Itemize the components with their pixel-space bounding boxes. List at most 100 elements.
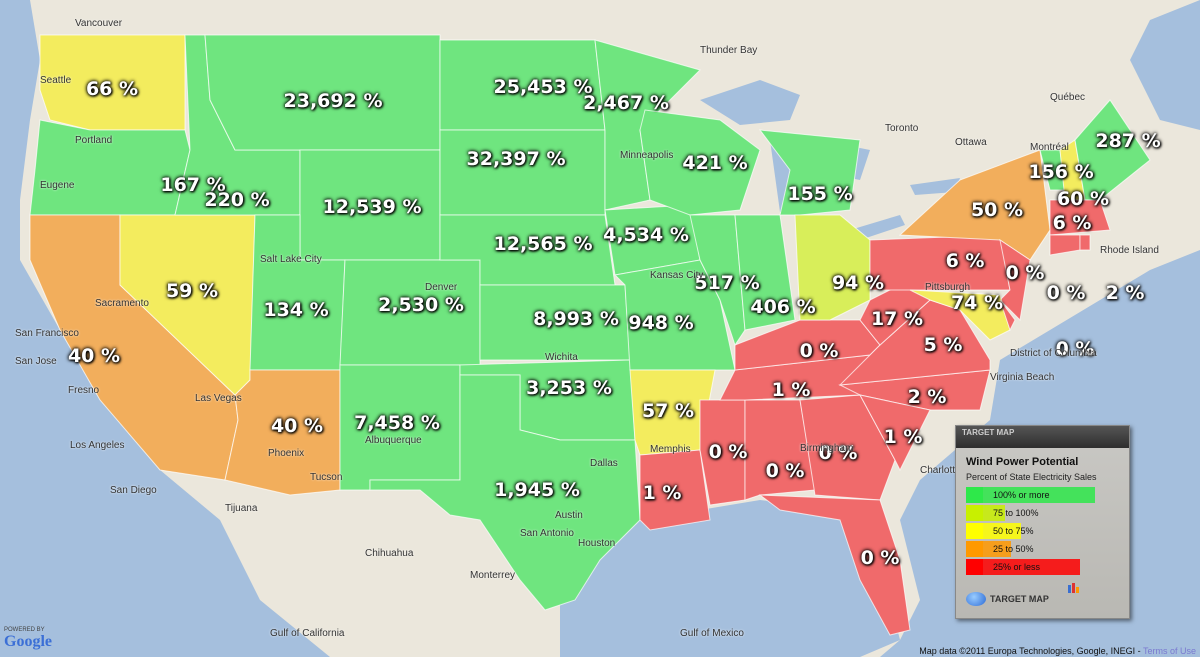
legend-bar [966,559,1080,575]
state-value-label[interactable]: 12,565 % [493,233,593,255]
legend-item[interactable]: 25% or less [966,558,1129,576]
state-value-label[interactable]: 2,467 % [583,92,669,114]
map-attribution: Map data ©2011 Europa Technologies, Goog… [919,646,1196,656]
state-value-label[interactable]: 0 % [1055,338,1095,360]
state-value-label[interactable]: 1 % [771,379,811,401]
state-value-label[interactable]: 4,534 % [603,224,689,246]
state-value-label[interactable]: 0 % [1005,262,1045,284]
state-region[interactable] [1079,234,1091,251]
gulf-of-mexico [560,500,900,657]
state-value-label[interactable]: 3,253 % [526,377,612,399]
state-value-label[interactable]: 59 % [165,280,219,302]
state-value-label[interactable]: 0 % [708,441,748,463]
legend-item[interactable]: 50 to 75% [966,522,1129,540]
state-value-label[interactable]: 0 % [1046,282,1086,304]
state-value-label[interactable]: 1,945 % [494,479,580,501]
state-value-label[interactable]: 220 % [204,189,270,211]
state-value-label[interactable]: 1 % [883,426,923,448]
lake-superior [700,80,800,125]
place-label: Charlotte [920,465,961,476]
state-value-label[interactable]: 57 % [641,400,695,422]
state-value-label[interactable]: 155 % [787,183,853,205]
state-region[interactable] [439,129,606,216]
place-label: Chihuahua [365,548,414,559]
state-region[interactable] [794,214,871,321]
legend-swatch [966,541,983,557]
bar-chart-icon[interactable] [1067,581,1079,593]
place-label: Ottawa [955,137,987,148]
state-value-label[interactable]: 23,692 % [283,90,383,112]
legend-label: 50 to 75% [993,526,1034,536]
place-label: Monterrey [470,570,516,581]
state-value-label[interactable]: 60 % [1056,188,1110,210]
place-label: Wichita [545,352,578,363]
gulf-of-st-lawrence [1130,0,1200,130]
state-value-label[interactable]: 25,453 % [493,76,593,98]
google-logo: Google [4,633,52,650]
legend-item[interactable]: 25 to 50% [966,540,1129,558]
state-value-label[interactable]: 0 % [860,547,900,569]
state-value-label[interactable]: 32,397 % [466,148,566,170]
state-value-label[interactable]: 421 % [682,152,748,174]
state-value-label[interactable]: 406 % [750,296,816,318]
state-region[interactable] [1049,199,1111,236]
state-value-label[interactable]: 517 % [694,272,760,294]
state-region[interactable] [639,109,761,216]
place-label: Vancouver [75,18,123,29]
state-region[interactable] [744,399,816,501]
targetmap-globe-icon [966,592,986,606]
state-value-label[interactable]: 287 % [1095,130,1161,152]
state-value-label[interactable]: 0 % [799,340,839,362]
state-region[interactable] [758,494,911,636]
place-label: San Diego [110,485,157,496]
lake-ontario [910,178,960,195]
state-value-label[interactable]: 1 % [642,482,682,504]
state-value-label[interactable]: 167 % [160,174,226,196]
state-value-label[interactable]: 74 % [950,292,1004,314]
state-region[interactable] [999,299,1016,332]
state-value-label[interactable]: 0 % [818,442,858,464]
state-value-label[interactable]: 12,539 % [322,196,422,218]
place-label: Toronto [885,123,919,134]
state-value-label[interactable]: 948 % [628,312,694,334]
powered-by-google[interactable]: POWERED BY Google [4,627,52,650]
place-label: Los Angeles [70,440,125,451]
state-region[interactable] [369,374,641,611]
place-label: Las Vegas [195,393,242,404]
legend-item[interactable]: 100% or more [966,486,1129,504]
state-region[interactable] [1074,99,1151,201]
state-value-label[interactable]: 17 % [870,308,924,330]
state-value-label[interactable]: 2,530 % [378,294,464,316]
state-value-label[interactable]: 6 % [945,250,985,272]
state-region[interactable] [999,238,1031,322]
state-region[interactable] [859,394,931,472]
legend-header[interactable]: TARGET MAP [956,426,1129,448]
place-label: Austin [555,510,583,521]
place-label: Pittsburgh [925,282,971,293]
state-value-label[interactable]: 7,458 % [354,412,440,434]
state-value-label[interactable]: 94 % [831,272,885,294]
state-value-label[interactable]: 156 % [1028,161,1094,183]
state-region[interactable] [1049,234,1081,256]
state-region[interactable] [734,214,796,331]
state-value-label[interactable]: 5 % [923,334,963,356]
legend-item[interactable]: 75 to 100% [966,504,1129,522]
state-value-label[interactable]: 2 % [907,386,947,408]
legend-panel[interactable]: TARGET MAP Wind Power Potential Percent … [955,425,1130,619]
state-region[interactable] [639,449,711,531]
state-value-label[interactable]: 40 % [270,415,324,437]
state-region[interactable] [909,289,1011,341]
state-value-label[interactable]: 2 % [1105,282,1145,304]
place-label: Houston [578,538,616,549]
state-value-label[interactable]: 0 % [765,460,805,482]
state-value-label[interactable]: 66 % [85,78,139,100]
state-value-label[interactable]: 8,993 % [533,308,619,330]
place-label: Montréal [1030,142,1069,153]
legend-subtitle: Percent of State Electricity Sales [966,472,1097,482]
state-value-label[interactable]: 40 % [67,345,121,367]
state-value-label[interactable]: 50 % [970,199,1024,221]
terms-of-use-link[interactable]: Terms of Use [1142,646,1196,656]
targetmap-logo[interactable]: TARGET MAP [966,592,1049,606]
state-value-label[interactable]: 134 % [263,299,329,321]
state-value-label[interactable]: 6 % [1052,212,1092,234]
